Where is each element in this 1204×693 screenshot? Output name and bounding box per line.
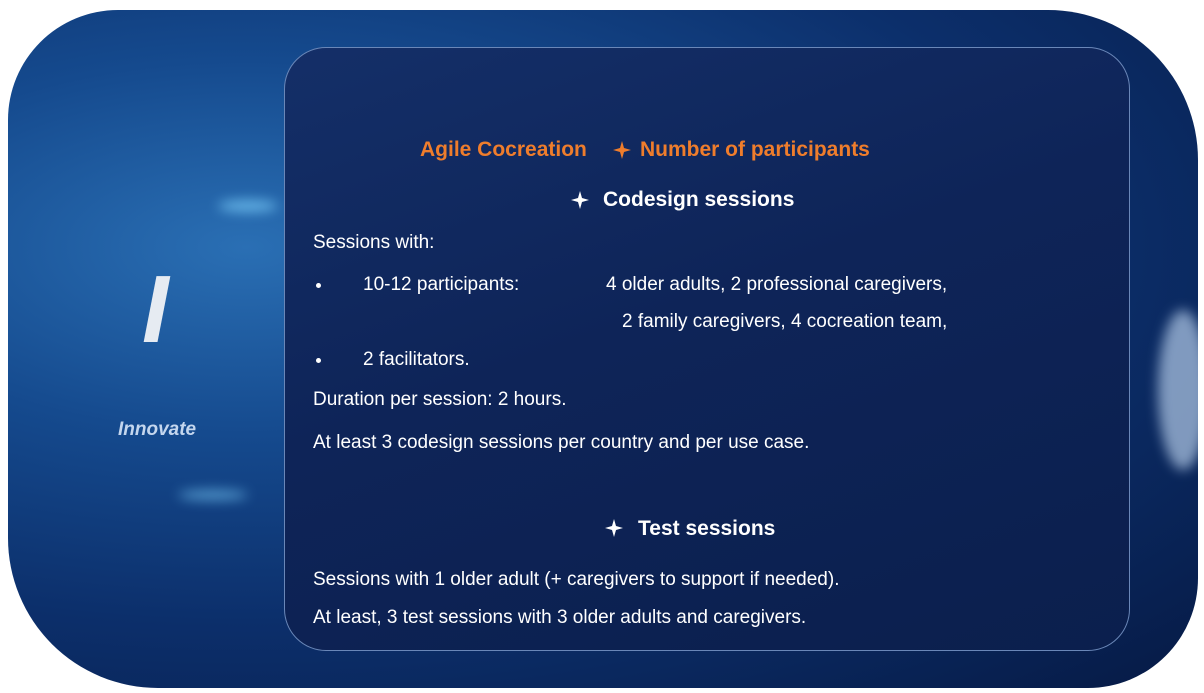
star-icon [604,518,624,538]
sidebar-letter: I [142,262,169,358]
bullet-detail: 4 older adults, 2 professional caregiver… [606,275,947,294]
star-icon [612,140,632,160]
light-glow [218,200,278,212]
section-heading: Test sessions [638,518,775,539]
page: I Innovate Agile Cocreation Number of pa… [0,0,1204,693]
sidebar-label: Innovate [118,420,196,439]
bullet [316,358,321,363]
bullet-label: 10-12 participants: [363,275,519,294]
light-glow [1158,310,1198,470]
text-line: At least, 3 test sessions with 3 older a… [313,608,806,627]
bullet-label: 2 facilitators. [363,350,470,369]
title-part: Number of participants [640,139,870,160]
text-line: Duration per session: 2 hours. [313,390,566,409]
bullet [316,283,321,288]
text-line: Sessions with: [313,233,434,252]
section-heading: Codesign sessions [603,189,794,210]
title-part: Agile Cocreation [420,139,587,160]
bullet-detail: 2 family caregivers, 4 cocreation team, [622,312,947,331]
light-glow [178,490,248,500]
star-icon [570,190,590,210]
text-line: At least 3 codesign sessions per country… [313,433,809,452]
text-line: Sessions with 1 older adult (+ caregiver… [313,570,839,589]
